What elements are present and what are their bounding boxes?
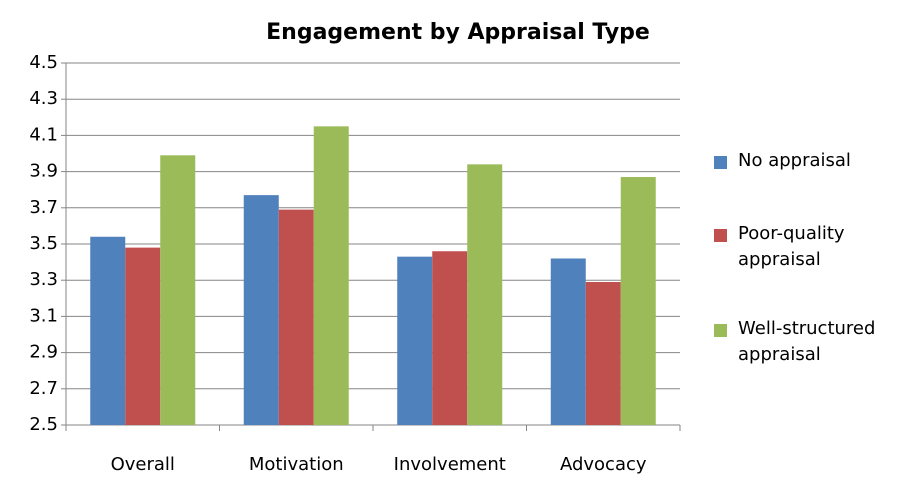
legend-swatch [714, 229, 727, 242]
legend-entry: Poor-quality appraisal [738, 223, 845, 270]
bar [125, 247, 161, 425]
legend-label: Poor-quality appraisal [738, 223, 845, 270]
y-tick-label: 2.5 [29, 414, 58, 435]
bar [397, 256, 433, 425]
bar [432, 251, 468, 425]
y-tick-label: 3.3 [29, 269, 58, 290]
bar [243, 195, 279, 425]
bar [620, 177, 656, 425]
bar [90, 236, 126, 425]
x-tick-label: Overall [111, 454, 175, 475]
legend-label: Well-structured appraisal [738, 318, 876, 365]
bar [313, 126, 349, 425]
bar [550, 258, 586, 425]
y-tick-label: 4.5 [29, 52, 58, 73]
y-tick-label: 3.5 [29, 233, 58, 254]
y-tick-label: 3.7 [29, 197, 58, 218]
y-tick-label: 4.1 [29, 124, 58, 145]
legend-entry: Well-structured appraisal [738, 318, 876, 365]
y-tick-label: 4.3 [29, 88, 58, 109]
bar [278, 209, 314, 425]
y-tick-label: 2.9 [29, 342, 58, 363]
chart-title: Engagement by Appraisal Type [266, 20, 650, 45]
bar [467, 164, 503, 426]
legend-swatch [714, 324, 727, 337]
x-tick-label: Advocacy [560, 454, 647, 475]
y-tick-label: 3.9 [29, 161, 58, 182]
legend-swatch [714, 156, 727, 169]
y-tick-label: 2.7 [29, 378, 58, 399]
y-tick-label: 3.1 [29, 305, 58, 326]
bar [585, 282, 621, 425]
legend-label: No appraisal [738, 150, 851, 171]
legend-entry: No appraisal [738, 150, 851, 171]
x-tick-label: Involvement [394, 454, 506, 475]
x-tick-label: Motivation [249, 454, 344, 475]
bar [160, 155, 196, 425]
